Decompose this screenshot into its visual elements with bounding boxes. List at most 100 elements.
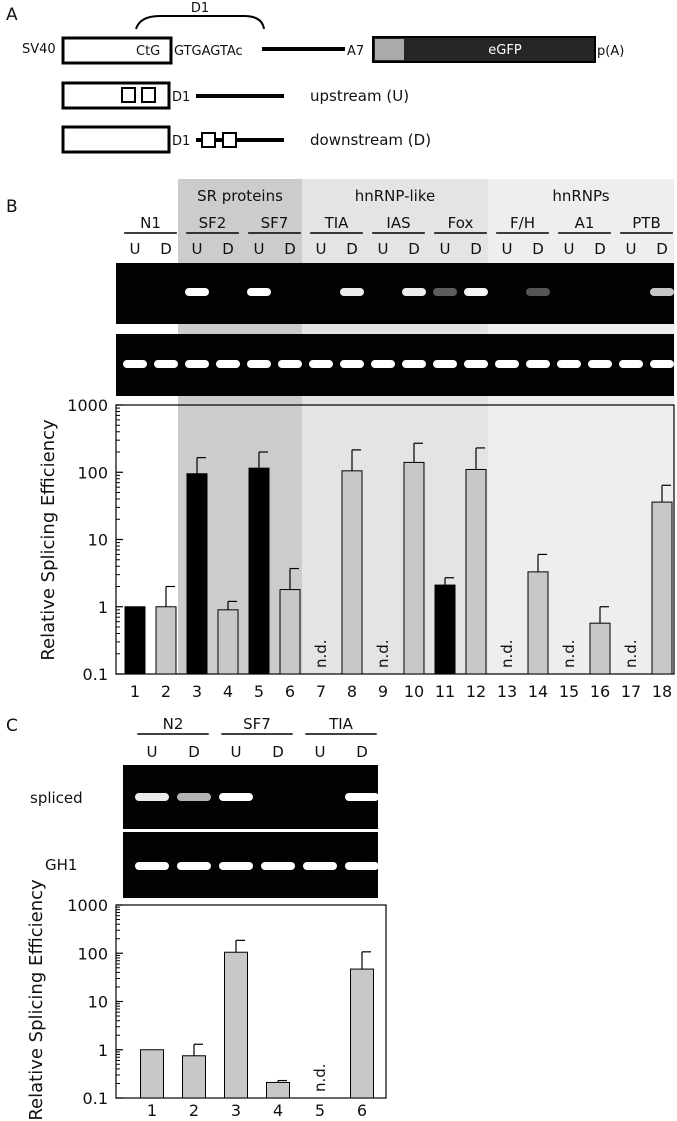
- c-bars: n.d.: [140, 939, 374, 1099]
- gel-band: [219, 862, 253, 870]
- x-tick-label: 7: [316, 682, 326, 701]
- condition-label: IAS: [386, 214, 410, 232]
- egfp-box: [372, 36, 596, 63]
- y-tick-label: 100: [77, 944, 108, 963]
- condition-label: N1: [140, 214, 161, 232]
- upstream-construct-label: upstream (U): [310, 87, 409, 105]
- y-tick-label: 1000: [67, 896, 108, 915]
- b-control-gel-bands: [123, 360, 674, 368]
- gel-band: [588, 360, 612, 368]
- bar: [124, 606, 146, 675]
- gel-band: [371, 360, 395, 368]
- upstream-d1-label: D1: [172, 90, 190, 105]
- lane-label: U: [147, 743, 158, 761]
- d1-bracket: [135, 15, 265, 30]
- gel-band: [216, 360, 240, 368]
- condition-label: F/H: [510, 214, 535, 232]
- panel-c: C N2 SF7 TIA U D U D U D spliced GH1 0.1 1 10 100 1…: [6, 715, 387, 1121]
- b-spliced-gel-bands: [185, 288, 674, 296]
- x-tick-label: 12: [466, 682, 486, 701]
- d1-bracket-label: D1: [191, 1, 209, 16]
- lane-label: D: [346, 240, 358, 258]
- gel-band: [402, 360, 426, 368]
- bar: [224, 951, 248, 1099]
- gel-band: [247, 288, 271, 296]
- bar: [589, 622, 611, 675]
- gel-band: [650, 360, 674, 368]
- x-tick-label: 6: [357, 1101, 367, 1120]
- y-tick-label: 100: [77, 463, 108, 482]
- nd-label: n.d.: [560, 639, 578, 668]
- exon1-box: [61, 36, 173, 65]
- gel-band: [495, 360, 519, 368]
- gel-band: [340, 360, 364, 368]
- group-label-sr-proteins: SR proteins: [197, 187, 283, 205]
- gel-band: [650, 288, 674, 296]
- lane-label: D: [470, 240, 482, 258]
- gel-band: [219, 793, 253, 801]
- egfp-label: eGFP: [488, 43, 522, 58]
- nd-label: n.d.: [311, 1063, 329, 1092]
- group-label-hnrnp-like: hnRNP-like: [355, 187, 436, 205]
- lane-label: U: [231, 743, 242, 761]
- c-x-tick-labels: 1 2 3 4 5 6: [147, 1101, 367, 1120]
- x-tick-label: 2: [161, 682, 171, 701]
- panel-a-label: A: [6, 5, 18, 25]
- b-bars: n.d. n.d. n.d. n.d. n.d.: [124, 442, 673, 675]
- splice-site-sequence: GTGAGTAc: [174, 44, 243, 59]
- gel-band: [154, 360, 178, 368]
- panel-b: B SR proteins hnRNP-like hnRNPs N1 SF2 SF7…: [6, 179, 675, 701]
- lane-label: U: [315, 743, 326, 761]
- gel-band: [557, 360, 581, 368]
- lane-label: U: [254, 240, 265, 258]
- lane-label: U: [378, 240, 389, 258]
- nd-label: n.d.: [622, 639, 640, 668]
- condition-label: TIA: [328, 715, 354, 733]
- bar: [527, 571, 549, 675]
- x-tick-label: 6: [285, 682, 295, 701]
- gel-band: [247, 360, 271, 368]
- gel-band: [123, 360, 147, 368]
- gel-band: [345, 862, 379, 870]
- condition-label: SF2: [199, 214, 227, 232]
- condition-label: SF7: [243, 715, 271, 733]
- gel-band: [526, 288, 550, 296]
- c-row-label-gh1: GH1: [45, 856, 77, 874]
- b-y-axis: 0.1 1 10 100 1000: [67, 396, 123, 684]
- a7-label: A7: [347, 44, 364, 59]
- gel-band: [177, 862, 211, 870]
- lane-label: D: [356, 743, 368, 761]
- downstream-d1-label: D1: [172, 134, 190, 149]
- lane-label: U: [626, 240, 637, 258]
- lane-label: U: [192, 240, 203, 258]
- c-row-label-spliced: spliced: [30, 789, 83, 807]
- condition-label: SF7: [261, 214, 289, 232]
- gel-band: [526, 360, 550, 368]
- panel-b-label: B: [6, 197, 18, 217]
- condition-label: Fox: [448, 214, 474, 232]
- gel-band: [278, 360, 302, 368]
- gel-band: [619, 360, 643, 368]
- gel-band: [261, 862, 295, 870]
- lane-label: U: [564, 240, 575, 258]
- upstream-motif-2: [141, 87, 156, 103]
- nd-label: n.d.: [374, 639, 392, 668]
- x-tick-label: 10: [404, 682, 424, 701]
- lane-label: U: [316, 240, 327, 258]
- downstream-construct-label: downstream (D): [310, 131, 431, 149]
- ctg-label: CtG: [136, 44, 160, 59]
- bar: [155, 606, 177, 675]
- panel-c-label: C: [6, 716, 18, 736]
- lane-label: D: [272, 743, 284, 761]
- y-tick-label: 1000: [67, 396, 108, 415]
- gel-band: [177, 793, 211, 801]
- gel-band: [402, 288, 426, 296]
- gel-band: [309, 360, 333, 368]
- x-tick-label: 5: [315, 1101, 325, 1120]
- c-spliced-gel-bands: [135, 793, 379, 801]
- nd-label: n.d.: [312, 639, 330, 668]
- x-tick-label: 17: [621, 682, 641, 701]
- bar: [140, 1049, 164, 1099]
- b-x-tick-labels: 1 2 3 4 5 6 7 8 9 10 11 12 13 14 15 16 17 18: [130, 682, 672, 701]
- b-spliced-gel: [116, 263, 674, 324]
